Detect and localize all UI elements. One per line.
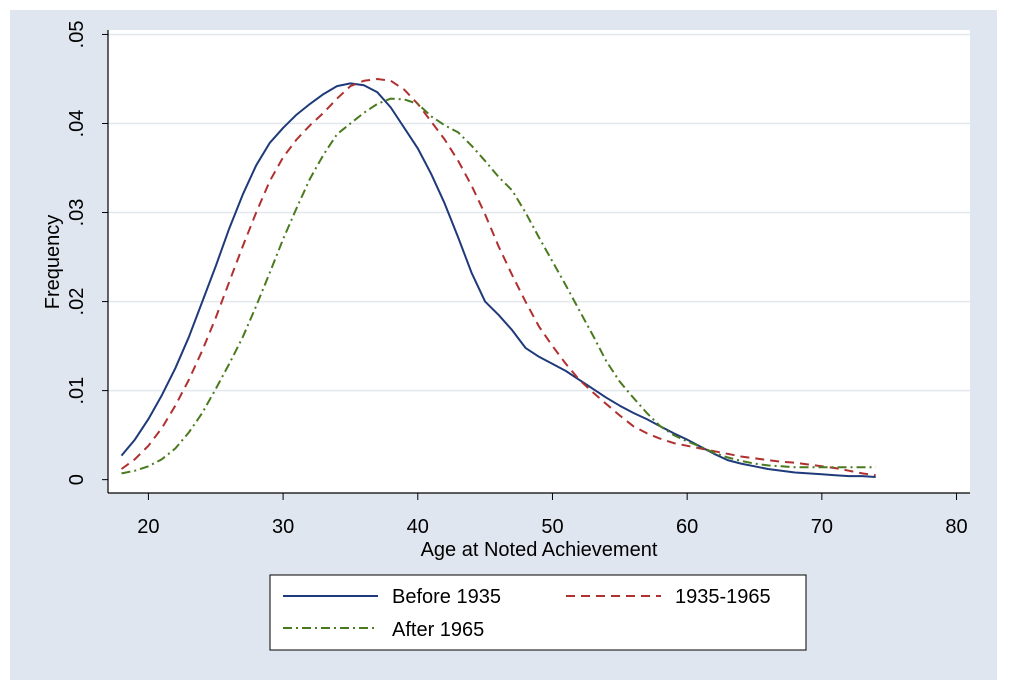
- legend-item-after-1965: After 1965: [283, 619, 484, 641]
- x-tick-label-1: 30: [272, 516, 294, 538]
- legend-item-1935-1965: 1935-1965: [566, 586, 771, 608]
- legend-item-before-1935: Before 1935: [283, 586, 501, 608]
- legend-label-after-1965: After 1965: [392, 619, 484, 641]
- y-tick-label-0: 0: [66, 474, 88, 485]
- series-lines: [120, 78, 876, 478]
- series-line-before-1935: [120, 82, 876, 478]
- x-tick-label-0: 20: [137, 516, 159, 538]
- x-tick-label-3: 50: [541, 516, 563, 538]
- y-axis-label: Frequency: [42, 215, 64, 310]
- gridlines: [108, 33, 970, 392]
- plot-area: [108, 30, 970, 493]
- legend: Before 1935 1935-1965 After 1965: [269, 574, 807, 651]
- y-ticks: 0 .01 .02 .03 .04 .05: [66, 21, 108, 485]
- x-axis-label: Age at Noted Achievement: [421, 539, 658, 561]
- series-line-after-1965: [121, 97, 876, 475]
- legend-box: [269, 574, 807, 651]
- series-line-1935-1965: [120, 78, 876, 477]
- x-tick-label-4: 60: [676, 516, 698, 538]
- legend-label-1935-1965: 1935-1965: [675, 586, 771, 608]
- x-tick-label-6: 80: [945, 516, 967, 538]
- y-tick-label-3: .03: [66, 199, 88, 227]
- x-tick-label-5: 70: [811, 516, 833, 538]
- y-tick-label-5: .05: [66, 21, 88, 49]
- x-ticks: 20 30 40 50 60 70 80: [137, 493, 968, 538]
- y-tick-label-2: .02: [66, 288, 88, 316]
- x-tick-label-2: 40: [407, 516, 429, 538]
- legend-label-before-1935: Before 1935: [392, 586, 501, 608]
- y-tick-label-1: .01: [66, 377, 88, 405]
- y-tick-label-4: .04: [66, 110, 88, 138]
- axes: [107, 30, 970, 494]
